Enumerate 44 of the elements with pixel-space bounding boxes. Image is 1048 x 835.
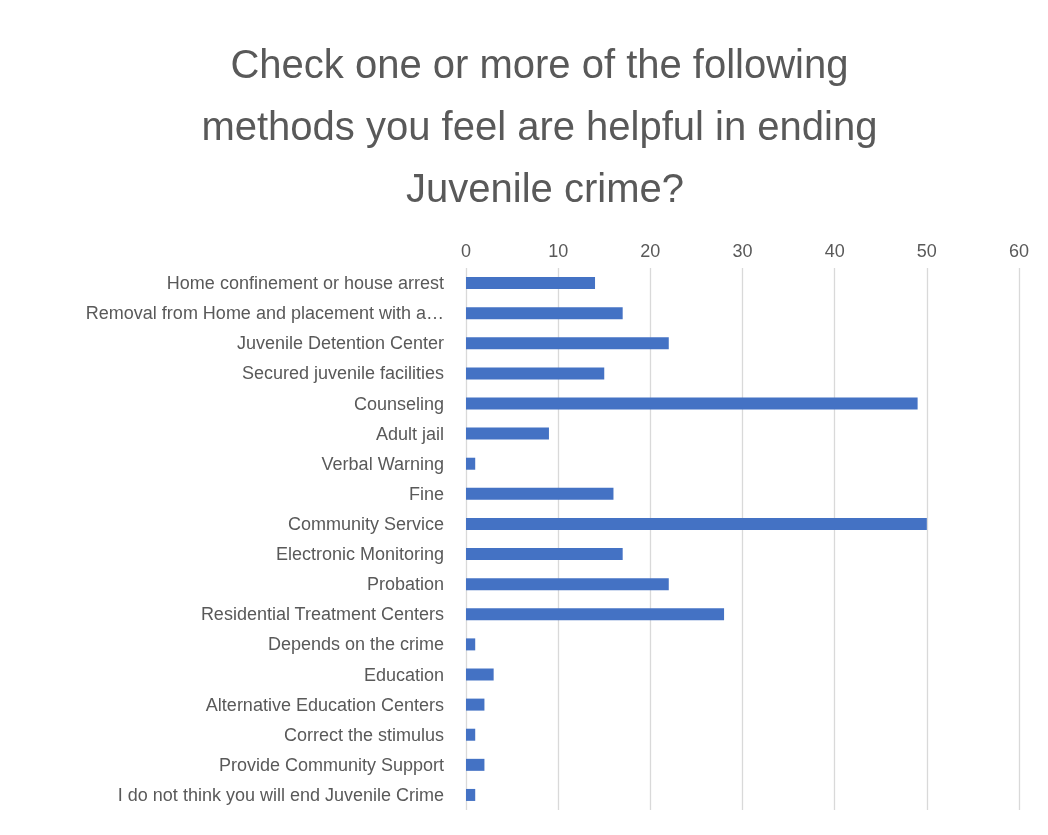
x-tick-label: 60 <box>1008 241 1030 261</box>
x-tick-label: 40 <box>824 241 845 261</box>
y-tick-label: Residential Treatment Centers <box>200 604 444 625</box>
bar <box>466 427 549 440</box>
y-tick-label: Education <box>363 664 444 685</box>
bar <box>466 487 614 500</box>
bar <box>466 758 485 771</box>
bar <box>466 668 494 681</box>
x-tick-label: 20 <box>640 241 661 261</box>
bar <box>466 277 596 290</box>
bar <box>466 337 669 350</box>
y-tick-label: Depends on the crime <box>267 634 444 655</box>
y-tick-label: Secured juvenile facilities <box>241 363 444 384</box>
y-tick-label: Verbal Warning <box>321 453 444 474</box>
bar <box>466 307 623 320</box>
y-tick-label: Adult jail <box>375 423 444 444</box>
x-tick-label: 10 <box>548 241 569 261</box>
chart-title: Check one or more of the following methods you feel are helpful in ending Juvenile crime? <box>201 42 889 210</box>
y-tick-label: Fine <box>408 483 444 504</box>
y-tick-label: Juvenile Detention Center <box>236 333 444 354</box>
bar <box>466 397 918 410</box>
x-tick-label: 30 <box>732 241 753 261</box>
y-tick-label: Counseling <box>353 393 444 414</box>
x-tick-label: 50 <box>916 241 937 261</box>
y-tick-label: Home confinement or house arrest <box>166 273 444 294</box>
bar <box>466 517 927 530</box>
bar <box>466 548 623 561</box>
y-tick-label: Probation <box>366 574 444 595</box>
bar <box>466 728 476 741</box>
y-tick-label: I do not think you will end Juvenile Crime <box>117 784 444 805</box>
y-tick-label: Correct the stimulus <box>283 724 444 745</box>
y-tick-label: Removal from Home and placement with a… <box>85 303 444 324</box>
x-tick-label: 0 <box>460 241 472 261</box>
bar <box>466 608 725 621</box>
bar <box>466 578 669 591</box>
y-tick-label: Provide Community Support <box>218 754 444 775</box>
bar <box>466 788 476 801</box>
y-tick-label: Electronic Monitoring <box>275 544 444 565</box>
bar <box>466 367 605 380</box>
bar <box>466 457 476 470</box>
y-tick-label: Community Service <box>287 513 444 534</box>
y-tick-label: Alternative Education Centers <box>205 694 444 715</box>
bar <box>466 698 485 711</box>
bar <box>466 638 476 651</box>
